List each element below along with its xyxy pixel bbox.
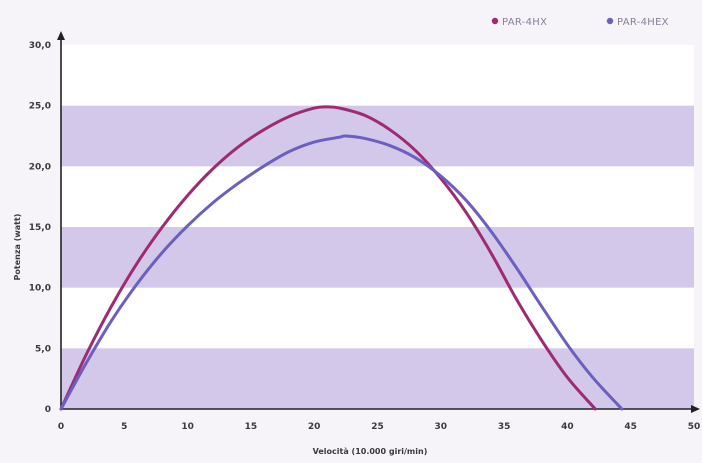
x-tick-label: 0 — [58, 422, 64, 432]
y-tick-label: 20,0 — [29, 162, 51, 172]
y-axis-arrow — [57, 31, 65, 40]
x-tick-label: 15 — [245, 422, 258, 432]
x-axis-arrow — [691, 405, 700, 413]
y-axis-label: Potenza (watt) — [13, 214, 22, 281]
x-tick-label: 25 — [371, 422, 384, 432]
legend: PAR-4HX PAR-4HEX — [491, 17, 669, 28]
series-lines — [59, 105, 624, 411]
x-tick-label: 40 — [561, 422, 574, 432]
legend-marker — [491, 17, 499, 25]
band-0 — [61, 348, 694, 409]
y-tick-label: 15,0 — [29, 223, 51, 233]
y-tick-label: 30,0 — [29, 41, 51, 51]
y-tick-label: 25,0 — [29, 102, 51, 112]
x-tick-label: 20 — [308, 422, 321, 432]
band-2 — [61, 105, 694, 167]
series-line-par-4hex — [59, 134, 624, 411]
y-tick-labels: 0 5,0 10,0 15,0 20,0 25,0 30,0 — [29, 41, 51, 415]
band-1 — [61, 227, 694, 288]
axes — [57, 31, 700, 413]
x-tick-labels: 0 5 10 15 20 25 30 35 40 45 50 — [58, 422, 700, 432]
y-tick-label: 10,0 — [29, 284, 51, 294]
y-tick-label: 5,0 — [35, 344, 51, 354]
x-tick-label: 35 — [498, 422, 511, 432]
x-axis-label: Velocità (10.000 giri/min) — [313, 447, 428, 456]
x-tick-label: 5 — [121, 422, 127, 432]
series-line-par-4hx — [59, 105, 597, 411]
x-tick-label: 45 — [624, 422, 637, 432]
legend-marker — [606, 17, 614, 25]
x-tick-label: 10 — [181, 422, 194, 432]
y-tick-label: 0 — [45, 405, 51, 415]
legend-label: PAR-4HX — [502, 17, 547, 28]
legend-label: PAR-4HEX — [617, 17, 669, 28]
background-bands — [61, 45, 694, 409]
x-tick-label: 30 — [435, 422, 448, 432]
x-tick-label: 50 — [688, 422, 701, 432]
